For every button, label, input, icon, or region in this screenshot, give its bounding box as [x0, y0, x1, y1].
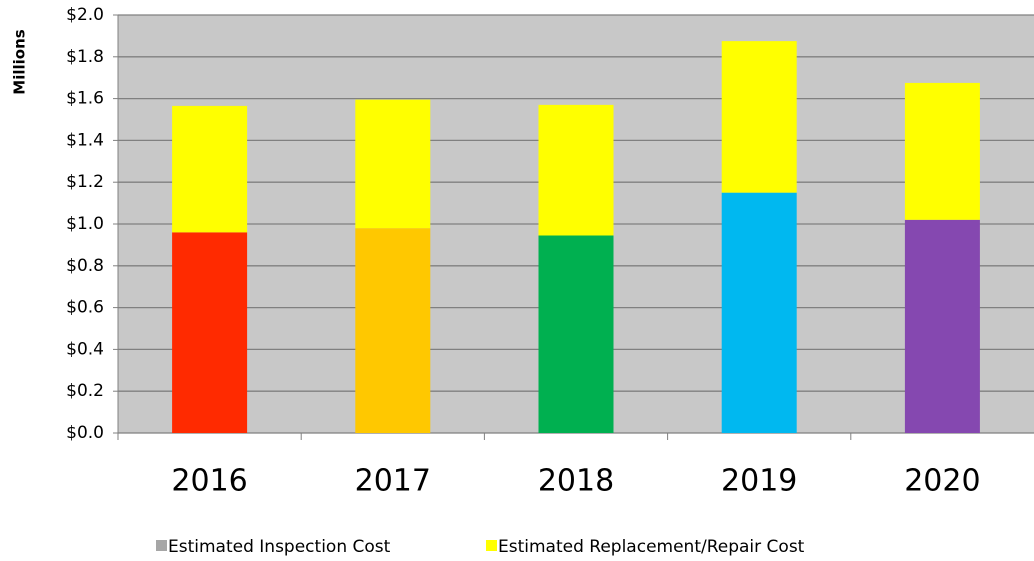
- bar-segment: [355, 99, 431, 229]
- bar-segment: [172, 105, 248, 233]
- y-tick-label: $0.4: [66, 339, 104, 359]
- bar-segment: [721, 41, 797, 193]
- y-tick-label: $0.8: [66, 256, 104, 276]
- y-tick-label: $0.2: [66, 381, 104, 401]
- y-tick-label: $1.8: [66, 47, 104, 67]
- bar-segment: [904, 219, 980, 433]
- y-tick-label: $0.0: [66, 423, 104, 443]
- bar-segment: [904, 82, 980, 220]
- y-tick-label: $1.4: [66, 130, 104, 150]
- bar-segment: [721, 192, 797, 433]
- bar-segment: [172, 232, 248, 433]
- x-tick-label: 2016: [171, 464, 247, 499]
- bar-segment: [355, 228, 431, 433]
- bar-segment: [538, 104, 614, 236]
- legend-swatch: [486, 540, 497, 551]
- y-tick-label: $1.6: [66, 89, 104, 109]
- y-tick-label: $2.0: [66, 5, 104, 25]
- x-tick-label: 2019: [721, 464, 797, 499]
- legend-label: Estimated Replacement/Repair Cost: [498, 537, 805, 557]
- y-axis-label: Millions: [11, 29, 29, 94]
- x-tick-label: 2020: [904, 464, 980, 499]
- legend-label: Estimated Inspection Cost: [168, 537, 391, 557]
- legend-swatch: [156, 540, 167, 551]
- y-tick-label: $1.0: [66, 214, 104, 234]
- x-tick-label: 2018: [538, 464, 614, 499]
- bar-segment: [538, 235, 614, 433]
- y-tick-label: $0.6: [66, 298, 104, 318]
- y-tick-label: $1.2: [66, 172, 104, 192]
- x-tick-label: 2017: [355, 464, 431, 499]
